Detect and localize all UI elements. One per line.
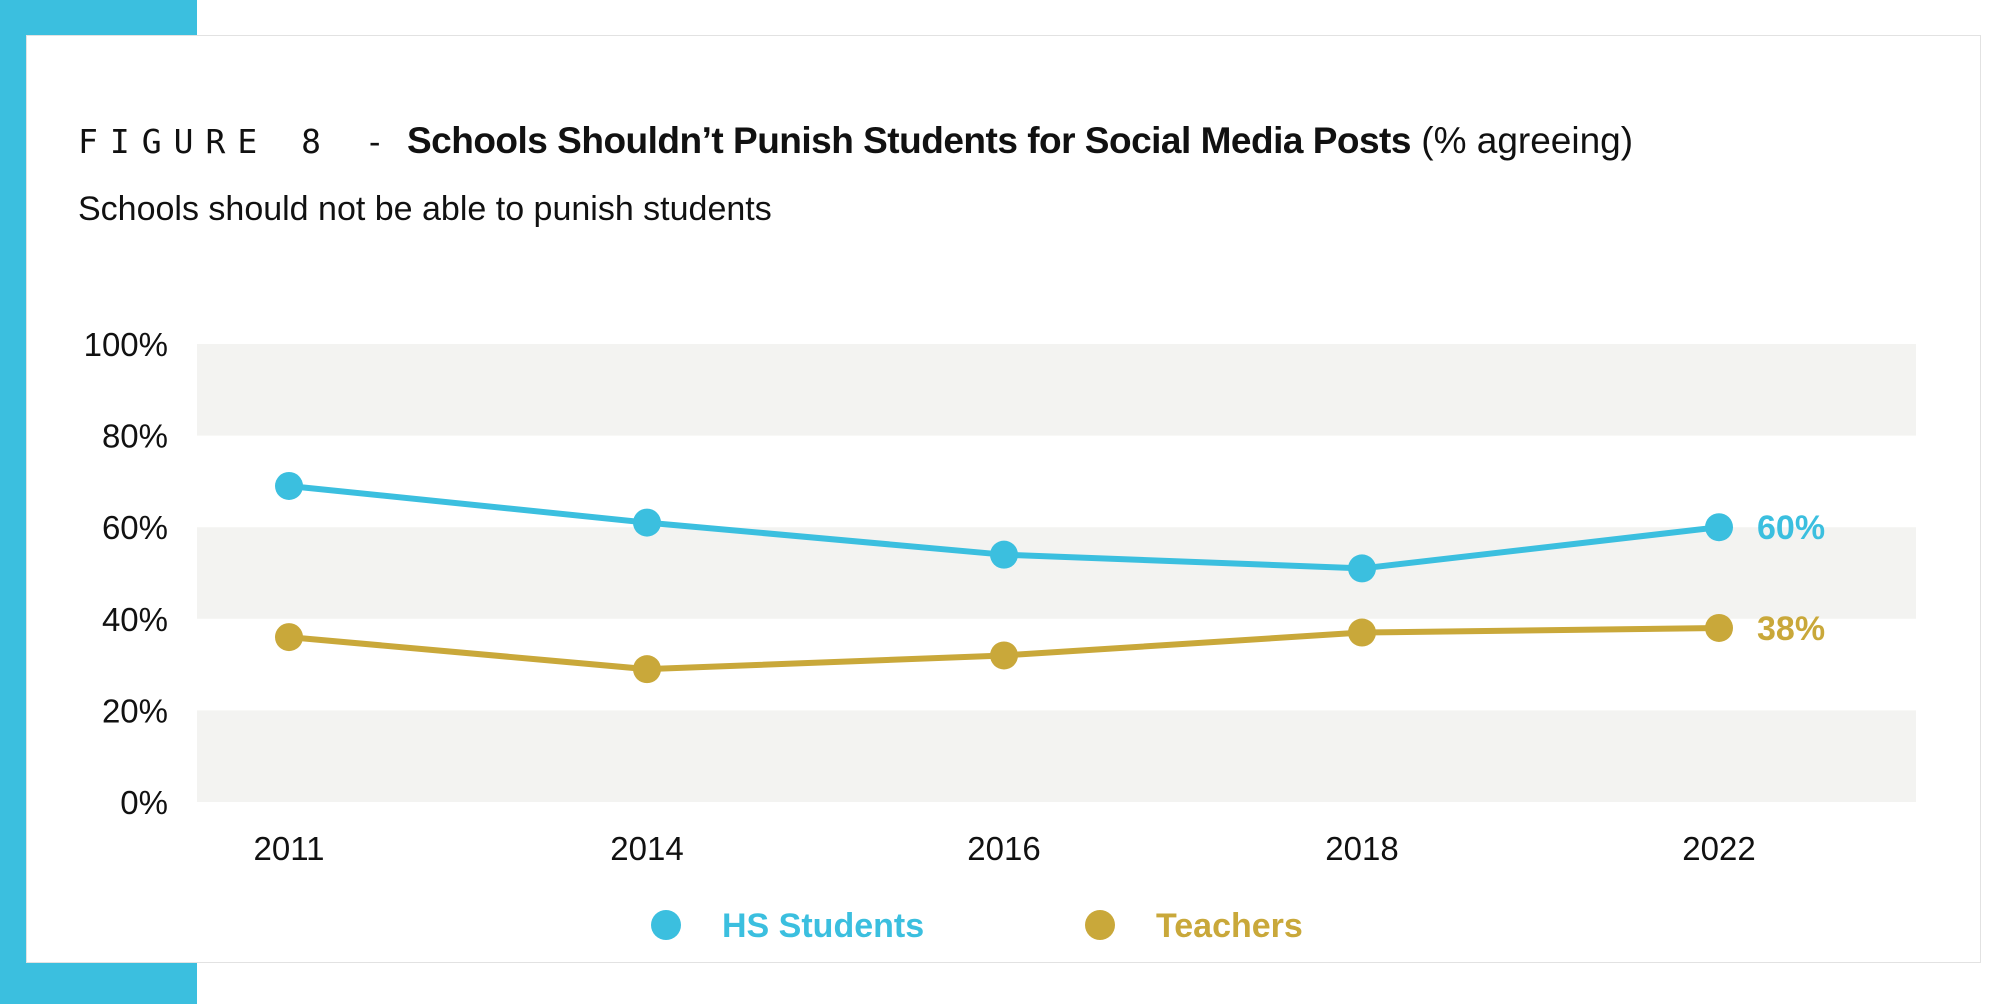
data-point-teachers — [990, 641, 1018, 670]
x-tick-label: 2018 — [1325, 830, 1398, 867]
data-point-hs-students — [1705, 513, 1733, 542]
legend-label-teachers: Teachers — [1156, 907, 1303, 945]
data-label-teachers: 38% — [1757, 610, 1825, 648]
data-point-teachers — [1705, 613, 1733, 642]
grid-band — [197, 527, 1916, 619]
data-point-teachers — [275, 623, 303, 652]
data-point-teachers — [633, 655, 661, 684]
y-tick-label: 40% — [102, 601, 168, 638]
x-tick-label: 2016 — [967, 830, 1040, 867]
data-point-hs-students — [990, 540, 1018, 569]
y-tick-label: 60% — [102, 509, 168, 546]
chart-subtitle: Schools should not be able to punish stu… — [78, 190, 772, 228]
figure-title: FIGURE 8 - Schools Shouldn’t Punish Stud… — [78, 120, 1633, 162]
chart-title: Schools Shouldn’t Punish Students for So… — [406, 120, 1412, 161]
data-point-hs-students — [633, 508, 661, 537]
x-tick-label: 2022 — [1682, 830, 1755, 867]
data-label-hs-students: 60% — [1757, 509, 1825, 547]
grid-band — [197, 710, 1916, 802]
legend-marker-teachers — [1085, 910, 1115, 940]
legend-label-hs-students: HS Students — [722, 907, 924, 945]
chart-title-suffix: (% agreeing) — [1421, 120, 1634, 161]
x-tick-label: 2014 — [610, 830, 683, 867]
data-point-teachers — [1348, 618, 1376, 647]
y-tick-label: 0% — [120, 784, 168, 821]
data-point-hs-students — [1348, 554, 1376, 583]
data-point-hs-students — [275, 471, 303, 500]
legend-marker-hs-students — [651, 910, 681, 940]
figure-card — [26, 35, 1981, 963]
y-tick-label: 20% — [102, 692, 168, 729]
y-tick-label: 80% — [102, 418, 168, 455]
x-tick-label: 2011 — [254, 830, 325, 867]
figure-number: FIGURE 8 - — [78, 122, 397, 161]
y-tick-label: 100% — [84, 326, 168, 363]
grid-band — [197, 344, 1916, 436]
